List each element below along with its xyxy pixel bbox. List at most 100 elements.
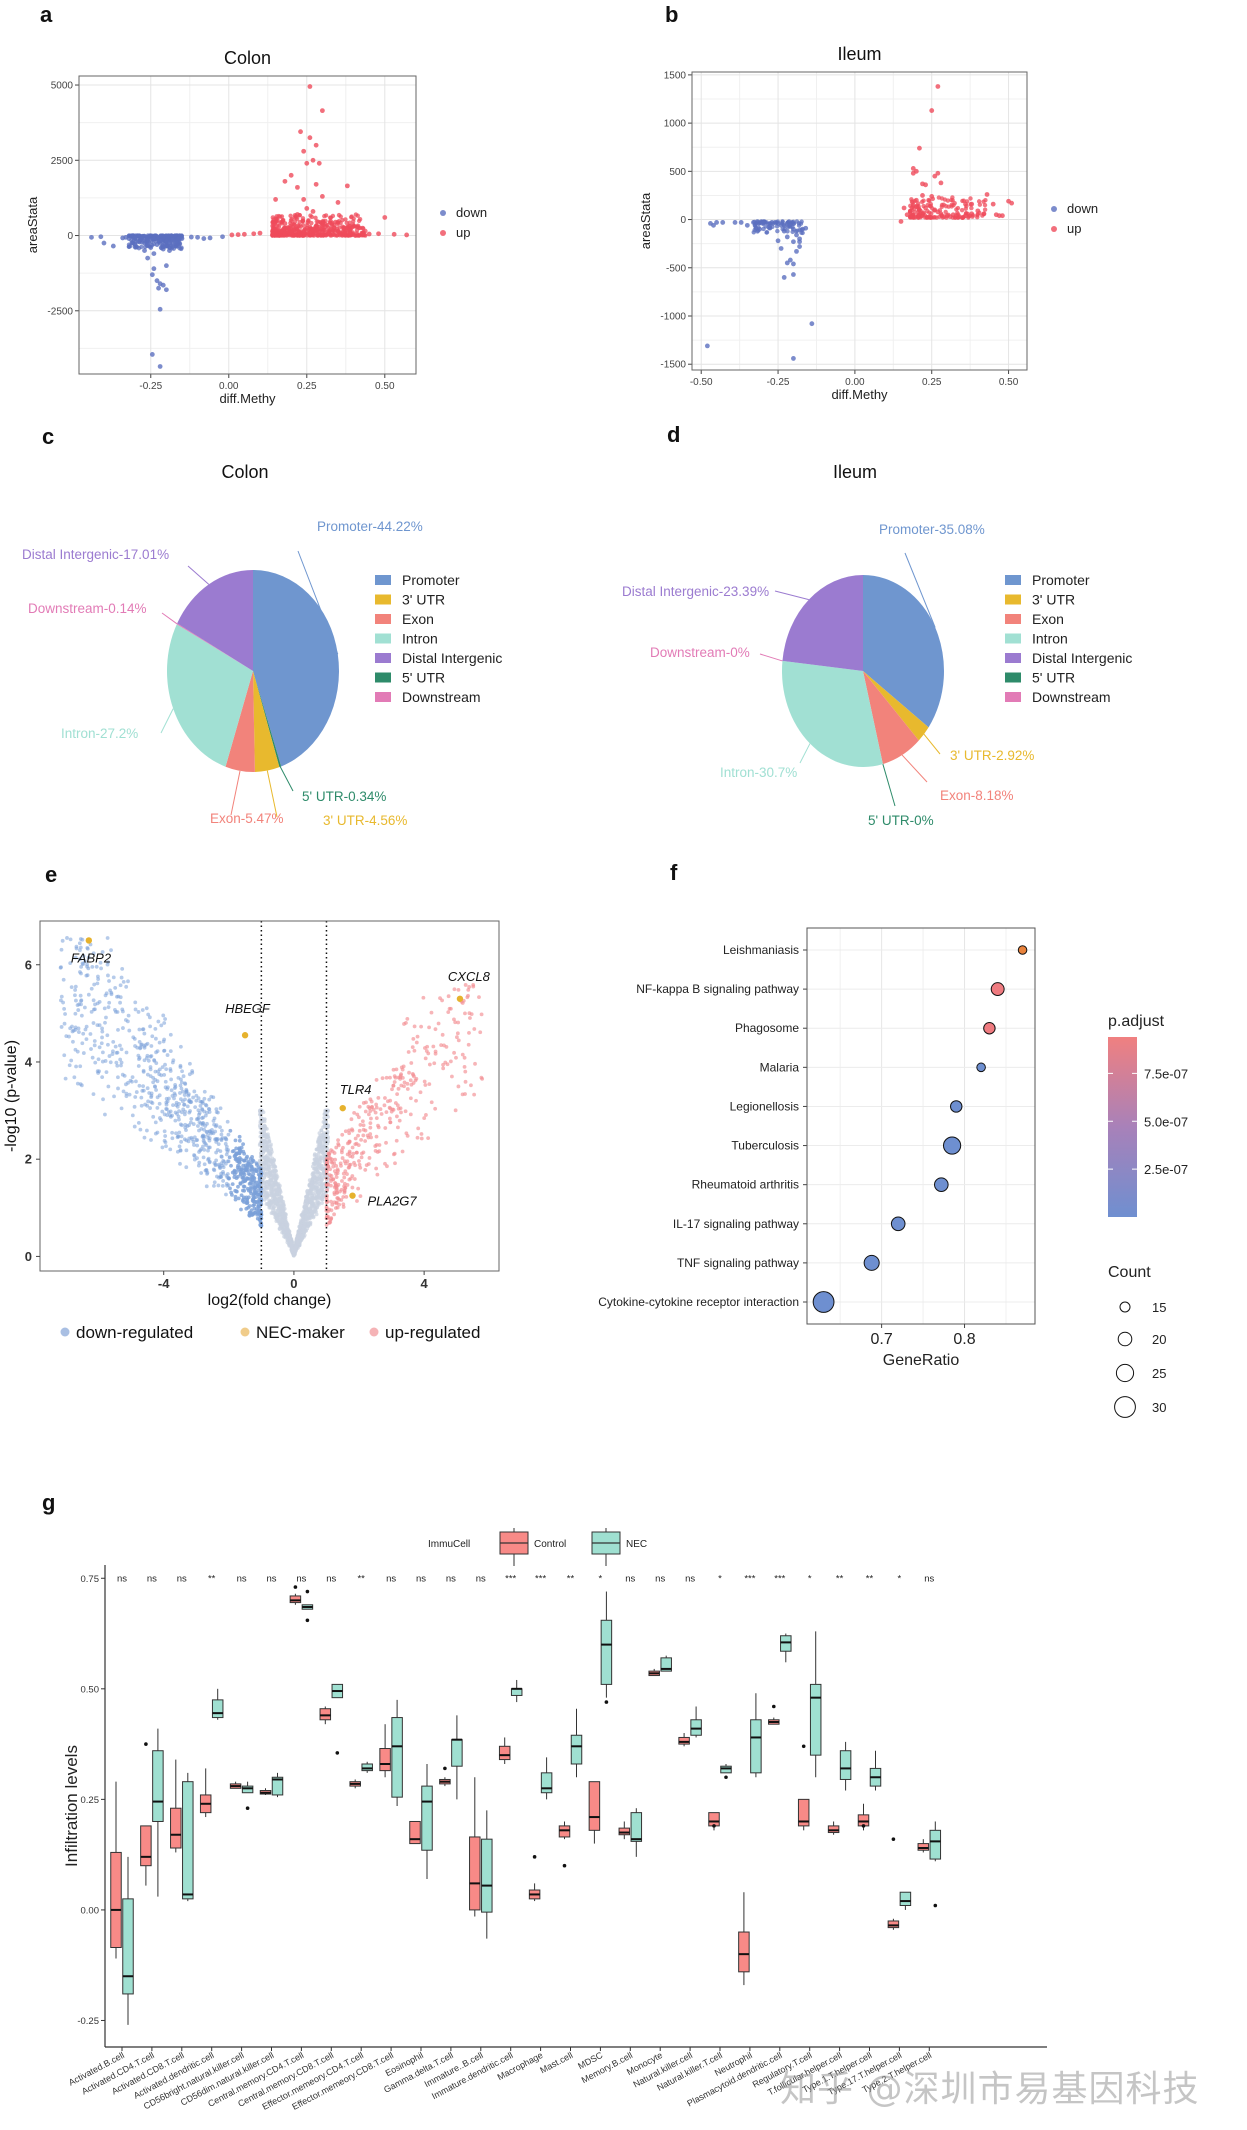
data-point-down [141,1069,146,1074]
data-point-down [139,1103,144,1108]
data-point-down [141,1084,146,1089]
y-tick-label: 0.75 [81,1574,100,1585]
data-point-up [399,1083,404,1088]
data-point-up [975,208,981,214]
data-point-ns [282,1234,287,1239]
data-point-ns [312,1157,317,1162]
data-point-up [328,1167,332,1172]
data-point-up [355,1112,360,1117]
data-point-down [205,1110,209,1115]
data-point-up [932,173,938,179]
data-point-down [192,1154,197,1158]
data-point-down [255,1183,260,1188]
data-point-down [84,1024,89,1029]
data-point-down [212,1116,217,1121]
data-point-ns [320,1139,325,1144]
size-legend-title: Count [1108,1264,1151,1281]
box-outlier [144,1742,148,1746]
data-point-up [363,1139,368,1143]
data-point-down [140,1027,145,1032]
legend-label-up-regulated: up-regulated [385,1323,480,1342]
data-point-down [181,1107,186,1112]
y-tick-label: 1000 [664,119,687,130]
data-point-up [325,1188,330,1192]
data-point-down [109,992,114,997]
box-control [558,1825,571,1838]
data-point-up [361,1123,366,1128]
data-point-down [214,1123,219,1128]
data-point-up [367,1156,372,1160]
pie-label: Intron-27.2% [61,726,138,741]
data-point-up [274,214,279,219]
nec-marker-point [85,937,93,944]
y-tick-label: 0 [25,1249,32,1264]
data-point-up [943,209,948,215]
data-point-up [460,1052,465,1057]
significance-label: ns [147,1573,157,1584]
data-point-ns [319,1163,324,1168]
data-point-down [252,1206,257,1211]
data-point-up [324,1223,329,1227]
box-nec [660,1657,672,1672]
y-tick-label: 500 [669,167,686,178]
data-point-down [228,1186,232,1191]
y-tick-label: -500 [666,263,686,274]
data-point-down [250,1175,254,1180]
pathway-label: Rheumatoid arthritis [692,1178,799,1192]
data-point-down [253,1180,258,1185]
data-point-ns [269,1202,274,1207]
panel-label-g: g [42,1490,56,1515]
data-point-up [993,212,999,218]
data-point-up [410,1071,415,1076]
data-point-up [1009,200,1015,206]
nec-marker-point [339,1104,346,1112]
data-point-down [147,1091,152,1095]
data-point-ns [315,1177,320,1182]
data-point-down [192,1143,196,1147]
data-point-down [711,222,716,228]
significance-label: * [599,1573,603,1584]
data-point-up [977,202,983,207]
data-point-up [400,1149,405,1154]
data-point-up [358,1194,363,1199]
data-point-down [207,1136,212,1141]
y-tick-label: -1000 [660,311,686,322]
data-point-down [191,1095,196,1100]
data-point-down [195,1156,199,1161]
data-point-up [360,1119,365,1124]
data-point-down [184,1090,189,1095]
data-point-down [96,1071,101,1075]
size-legend-key [1117,1331,1133,1347]
data-point-down [62,1021,67,1026]
data-point-down [118,1043,122,1048]
data-point-down [78,993,83,998]
data-point-down [195,234,200,240]
data-point-down [106,1005,111,1010]
data-point-down [251,1172,256,1177]
data-point-ns [259,1160,264,1164]
data-point-ns [323,1133,328,1138]
data-point-down [167,240,172,246]
data-point-up [463,1011,467,1016]
data-point-ns [266,1149,271,1153]
data-point-up [270,233,275,238]
data-point-ns [321,1183,325,1188]
data-point-down [201,1155,206,1160]
data-point-up [341,1171,346,1176]
data-point-down [256,1208,261,1213]
x-tick-label: 0.50 [375,381,395,392]
significance-label: ns [476,1573,486,1584]
data-point-up [382,1103,387,1108]
data-point-down [123,1018,128,1022]
data-point-down [199,1171,204,1175]
x-axis-label: log2(fold change) [208,1292,332,1309]
data-point-up [423,1056,428,1061]
data-point-up [339,1187,344,1192]
pie-leader-line [799,743,811,764]
box-control [887,1920,900,1929]
data-point-up [327,1220,331,1225]
x-tick-label: 0 [290,1276,297,1291]
data-point-down [157,238,163,244]
data-point-down [751,220,756,225]
legend-key [375,575,391,585]
